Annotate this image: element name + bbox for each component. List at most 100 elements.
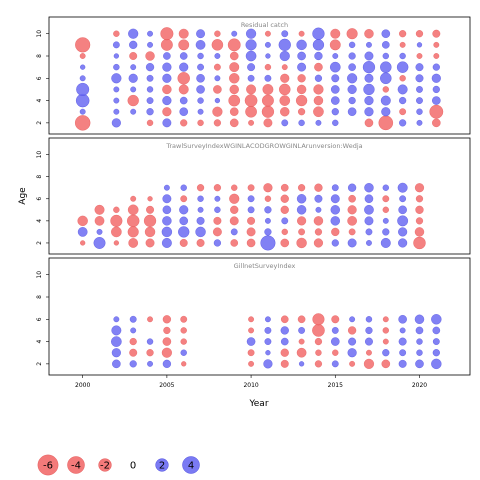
bubble-point	[113, 316, 120, 323]
bubble-point	[312, 324, 325, 337]
bubble-point	[415, 63, 424, 72]
bubble-point	[162, 205, 172, 215]
bubble-point	[180, 338, 187, 345]
bubble-point	[365, 326, 373, 334]
bubble-point	[299, 361, 305, 367]
bubble-point	[196, 85, 205, 94]
bubble-point	[265, 217, 271, 224]
bubble-point	[364, 194, 374, 204]
bubble-point	[196, 29, 205, 39]
bubble-point	[314, 194, 323, 203]
bubble-point	[212, 227, 222, 237]
bubble-point	[129, 348, 138, 357]
bubble-point	[346, 28, 358, 40]
bubble-point	[162, 337, 172, 346]
bubble-point	[397, 84, 408, 95]
bubble-point	[246, 84, 256, 95]
bubble-point	[331, 108, 339, 116]
panel-frame	[48, 257, 471, 376]
bubble-point	[297, 74, 306, 83]
bubble-point	[213, 216, 222, 225]
bubble-point	[296, 237, 307, 249]
bubble-point	[381, 107, 391, 117]
bubble-point	[211, 39, 224, 51]
bubble-point	[313, 95, 324, 106]
bubble-point	[162, 84, 172, 95]
bubble-point	[280, 326, 289, 335]
y-tick-label: 4	[36, 98, 43, 102]
bubble-point	[382, 228, 390, 236]
bubble-point	[298, 119, 305, 127]
bubble-point	[247, 216, 256, 225]
bubble-point	[432, 338, 440, 345]
y-tick-label: 4	[36, 339, 43, 343]
bubble-point	[75, 93, 90, 108]
bubble-point	[113, 86, 120, 93]
bubble-point	[246, 238, 256, 248]
bubble-point	[415, 74, 424, 83]
bubble-point	[230, 239, 239, 247]
x-tick-label: 2010	[243, 382, 258, 389]
y-tick-label: 4	[36, 219, 43, 223]
bubble-point	[281, 183, 289, 192]
bubble-point	[348, 326, 357, 335]
bubble-point	[130, 108, 137, 115]
bubble-point	[364, 96, 374, 106]
bubble-point	[382, 86, 389, 93]
bubble-point	[414, 314, 425, 324]
panel-frame	[48, 16, 471, 135]
bubble-point	[314, 51, 323, 61]
bubble-point	[146, 86, 154, 93]
bubble-point	[399, 41, 406, 48]
bubble-point	[247, 195, 255, 203]
bubble-point	[245, 105, 257, 118]
bubble-point	[364, 29, 374, 39]
y-tick-label: 8	[36, 54, 43, 58]
bubble-point	[76, 82, 90, 96]
bubble-point	[416, 349, 423, 356]
bubble-point	[330, 216, 340, 226]
bubble-point	[177, 72, 190, 85]
bubble-point	[111, 118, 121, 128]
bubble-point	[163, 326, 171, 334]
bubble-point	[381, 359, 391, 369]
bubble-point	[279, 95, 291, 106]
bubble-point	[332, 53, 339, 59]
bubble-point	[248, 119, 254, 126]
bubble-point	[399, 327, 406, 334]
legend-bubble	[37, 454, 59, 476]
bubble-point	[214, 97, 220, 104]
bubble-point	[260, 235, 276, 251]
bubble-point	[265, 41, 271, 48]
bubble-point	[162, 96, 172, 106]
bubble-point	[416, 338, 423, 345]
bubble-point	[244, 94, 258, 107]
bubble-point	[331, 227, 340, 236]
bubble-point	[263, 118, 273, 128]
legend-bubble	[182, 456, 200, 474]
bubble-point	[229, 118, 239, 128]
bubble-point	[365, 316, 373, 323]
bubble-point	[146, 74, 154, 82]
bubble-point	[213, 119, 221, 127]
bubble-point	[128, 28, 139, 39]
bubble-point	[331, 327, 339, 334]
bubble-point	[366, 349, 372, 356]
bubble-point	[247, 206, 255, 214]
bubble-point	[349, 360, 356, 367]
bubble-point	[231, 184, 238, 191]
bubble-point	[380, 95, 391, 106]
bubble-point	[331, 74, 340, 83]
bubble-point	[111, 226, 122, 238]
bubble-point	[197, 195, 204, 202]
bubble-point	[432, 85, 440, 94]
bubble-point	[129, 40, 138, 49]
bubble-point	[129, 360, 137, 368]
bubble-point	[416, 86, 423, 93]
bubble-point	[196, 239, 205, 247]
bubble-point	[281, 217, 289, 225]
bubble-point	[347, 205, 357, 215]
y-tick-label: 2	[36, 121, 43, 125]
bubble-point	[178, 28, 189, 39]
bubble-point	[281, 337, 289, 346]
